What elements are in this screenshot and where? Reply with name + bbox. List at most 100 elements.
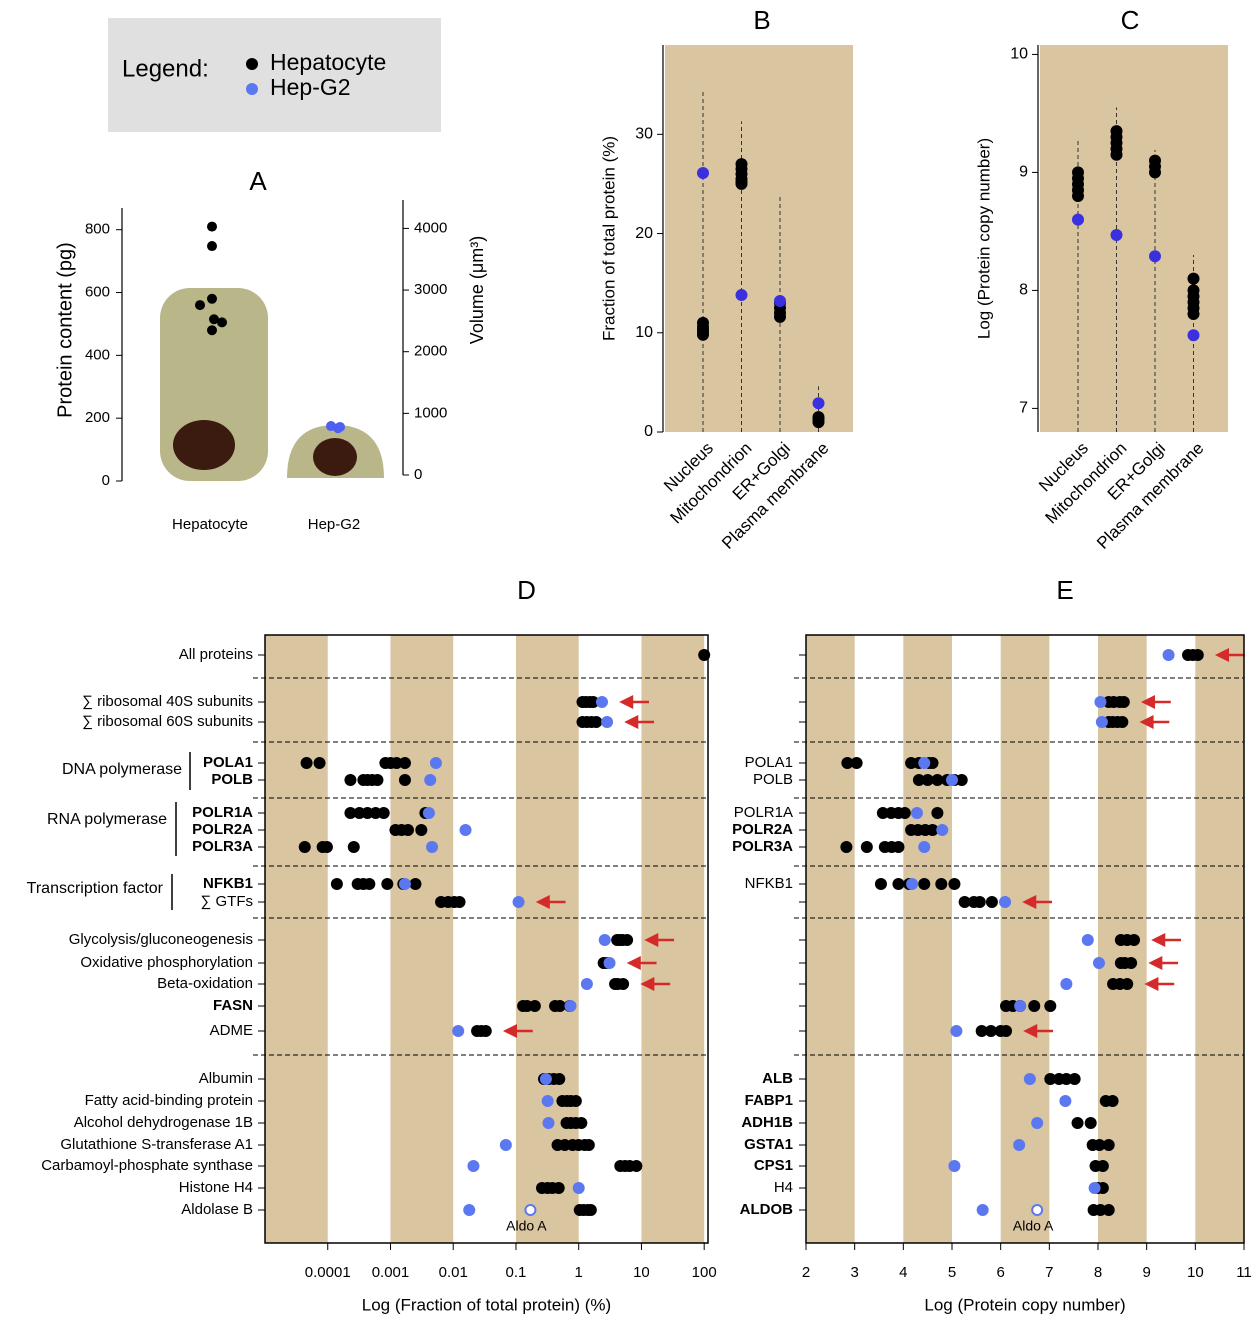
panel-title: A	[249, 166, 267, 196]
group-label: RNA polymerase	[47, 811, 167, 828]
point	[918, 841, 930, 853]
y-tick-label: 9	[1019, 164, 1028, 181]
panel-title: E	[1056, 575, 1073, 605]
point	[409, 878, 421, 890]
point	[950, 1025, 962, 1037]
annotation-point	[1032, 1205, 1042, 1215]
y-tick-label: 7	[1019, 400, 1028, 417]
point	[321, 841, 333, 853]
point	[575, 1117, 587, 1129]
nucleus-shape	[313, 438, 357, 476]
point	[948, 878, 960, 890]
point	[430, 757, 442, 769]
annotation-label: Aldo A	[1013, 1218, 1054, 1234]
point	[1149, 155, 1161, 167]
point	[813, 411, 825, 423]
point	[1125, 957, 1137, 969]
y-tick-label: 200	[85, 409, 110, 426]
point	[1013, 1139, 1025, 1151]
y2-tick-label: 3000	[414, 281, 447, 298]
point	[931, 807, 943, 819]
category-label: Hep-G2	[308, 516, 361, 533]
panel-title: B	[753, 5, 770, 35]
point	[596, 696, 608, 708]
x-tick-label: 1	[575, 1264, 583, 1281]
point	[1188, 273, 1200, 285]
x-axis-label: Log (Fraction of total protein) (%)	[362, 1295, 611, 1314]
point	[1093, 957, 1105, 969]
point	[581, 978, 593, 990]
group-label: DNA polymerase	[62, 761, 182, 778]
point	[217, 317, 227, 327]
point	[553, 1182, 565, 1194]
point	[314, 757, 326, 769]
point	[529, 1000, 541, 1012]
point	[1128, 934, 1140, 946]
row-label: H4	[774, 1179, 793, 1196]
x-tick-label: 8	[1094, 1264, 1102, 1281]
row-label: POLA1	[203, 754, 253, 771]
plot-background	[665, 45, 853, 432]
legend-title: Legend:	[122, 55, 209, 82]
point	[977, 1204, 989, 1216]
row-label: CPS1	[754, 1157, 793, 1174]
y-tick-label: 30	[635, 126, 653, 143]
y2-tick-label: 1000	[414, 404, 447, 421]
point	[1118, 696, 1130, 708]
category-label: Hepatocyte	[172, 516, 248, 533]
x-axis-label: Log (Protein copy number)	[924, 1295, 1125, 1314]
row-label: POLR1A	[734, 804, 793, 821]
point	[630, 1160, 642, 1172]
panel-title: C	[1121, 5, 1140, 35]
legend-marker	[246, 58, 258, 70]
point	[840, 841, 852, 853]
x-tick-label: 2	[802, 1264, 810, 1281]
point	[1121, 978, 1133, 990]
point	[1096, 716, 1108, 728]
point	[573, 1182, 585, 1194]
point	[1069, 1073, 1081, 1085]
point	[1085, 1117, 1097, 1129]
point	[948, 1160, 960, 1172]
point	[1107, 1095, 1119, 1107]
band	[516, 635, 579, 1243]
point	[617, 978, 629, 990]
row-label: ∑ GTFs	[201, 893, 253, 910]
point	[918, 757, 930, 769]
legend-marker	[246, 83, 258, 95]
y-tick-label: 0	[102, 472, 110, 489]
point	[601, 716, 613, 728]
point	[697, 317, 709, 329]
row-label: GSTA1	[744, 1136, 793, 1153]
point	[331, 878, 343, 890]
point	[583, 1139, 595, 1151]
point	[565, 1000, 577, 1012]
point	[906, 878, 918, 890]
point	[936, 824, 948, 836]
row-label: POLB	[211, 771, 253, 788]
point	[570, 1095, 582, 1107]
row-label: ALB	[762, 1070, 793, 1087]
row-label: All proteins	[179, 646, 253, 663]
point	[875, 878, 887, 890]
legend-label: Hep-G2	[270, 74, 351, 100]
row-label: POLR1A	[192, 804, 253, 821]
point	[892, 878, 904, 890]
point	[621, 934, 633, 946]
point	[553, 1073, 565, 1085]
point	[460, 824, 472, 836]
row-label: POLR3A	[192, 838, 253, 855]
point	[1097, 1160, 1109, 1172]
row-label: Alcohol dehydrogenase 1B	[74, 1114, 253, 1131]
point	[774, 295, 786, 307]
y-tick-label: 10	[635, 324, 653, 341]
y-axis-label: Protein content (pg)	[54, 242, 76, 418]
point	[540, 1073, 552, 1085]
row-label: ∑ ribosomal 40S subunits	[82, 693, 253, 710]
figure: Legend: HepatocyteHep-G2A020040060080001…	[0, 0, 1258, 1322]
point	[1116, 716, 1128, 728]
y-tick-label: 800	[85, 221, 110, 238]
point	[911, 807, 923, 819]
x-tick-label: 5	[948, 1264, 956, 1281]
row-label: ADH1B	[741, 1114, 793, 1131]
